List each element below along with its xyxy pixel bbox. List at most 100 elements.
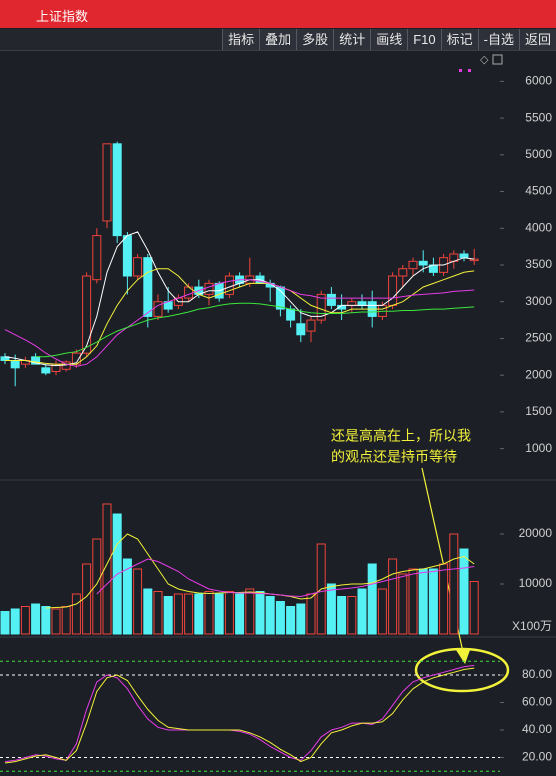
- volume-bar: [337, 596, 347, 635]
- candle-body: [398, 268, 408, 277]
- toolbar-button[interactable]: 指标: [222, 29, 260, 50]
- line: [96, 558, 475, 598]
- volume-bar: [51, 608, 61, 635]
- candle-body: [286, 308, 296, 321]
- volume-bar: [326, 583, 336, 635]
- candle-body: [112, 143, 122, 237]
- candle-body: [92, 235, 102, 281]
- title: 上证指数: [36, 9, 89, 24]
- toolbar-button[interactable]: 统计: [333, 29, 371, 50]
- volume-bar: [469, 581, 479, 635]
- volume-bar: [173, 593, 183, 635]
- toolbar-button[interactable]: 标记: [440, 29, 478, 50]
- icon: [492, 54, 503, 65]
- volume-bar: [275, 601, 285, 635]
- icon: [459, 69, 462, 72]
- volume-bar: [0, 611, 10, 635]
- volume-bar: [439, 563, 449, 635]
- toolbar-button[interactable]: 画线: [370, 29, 408, 50]
- volume-bar: [10, 608, 20, 635]
- toolbar-button[interactable]: 返回: [518, 29, 556, 50]
- unit-label: X100万: [512, 619, 552, 633]
- volume-bar: [398, 573, 408, 635]
- volume-bar: [347, 596, 357, 635]
- candle-body: [296, 323, 306, 336]
- volume-bar: [306, 593, 316, 635]
- volume-bar: [41, 606, 51, 635]
- y-tick-label: 6000: [525, 74, 552, 88]
- volume-bar: [428, 568, 438, 635]
- volume-bar: [235, 593, 245, 635]
- candle-body: [408, 260, 418, 270]
- y-tick-label: 2500: [525, 331, 552, 345]
- volume-bar: [133, 568, 143, 635]
- y-tick-label: 80.00: [522, 667, 552, 681]
- volume-bar: [418, 568, 428, 635]
- candle-body: [204, 282, 214, 295]
- volume-bar: [153, 591, 163, 635]
- candle-body: [10, 359, 20, 369]
- y-tick-label: 3000: [525, 294, 552, 308]
- volume-bar: [367, 563, 377, 635]
- candle-body: [469, 258, 479, 262]
- volume-bar: [388, 558, 398, 635]
- candle-body: [347, 301, 357, 306]
- volume-bar: [204, 591, 214, 635]
- line: [5, 268, 475, 365]
- volume-bar: [71, 593, 81, 635]
- y-tick-label: 20000: [519, 526, 553, 540]
- y-tick-label: 4500: [525, 184, 552, 198]
- y-tick-label: 4000: [525, 220, 552, 234]
- volume-bar: [265, 596, 275, 635]
- line: [4, 667, 475, 764]
- volume-bar: [184, 593, 194, 635]
- candle-body: [306, 319, 316, 332]
- candle-body: [326, 293, 336, 306]
- volume-bar: [61, 606, 71, 635]
- volume-bar: [31, 603, 41, 635]
- toolbar-button[interactable]: 叠加: [259, 29, 297, 50]
- candle-body: [388, 275, 398, 306]
- icon: ◇: [480, 54, 489, 66]
- y-tick-label: 3500: [525, 257, 552, 271]
- toolbar-button[interactable]: 多股: [296, 29, 334, 50]
- volume-bar: [214, 593, 224, 635]
- volume-bar: [245, 588, 255, 635]
- candle-body: [133, 257, 143, 277]
- y-tick-label: 10000: [519, 576, 553, 590]
- volume-bar: [255, 591, 265, 635]
- line: [4, 279, 475, 367]
- y-tick-label: 1000: [525, 441, 552, 455]
- annotation-ellipse: [414, 647, 510, 693]
- icon: [468, 69, 471, 72]
- candle-body: [102, 143, 112, 222]
- candle-body: [459, 253, 469, 259]
- line: [4, 664, 475, 763]
- candle-body: [418, 260, 428, 266]
- candle-body: [143, 257, 153, 317]
- annotation: 的观点还是持币等待: [331, 449, 457, 465]
- annotation: 还是高高在上，所以我: [331, 428, 471, 444]
- line: [4, 231, 475, 367]
- y-tick-label: 2000: [525, 367, 552, 381]
- volume-bar: [92, 538, 102, 635]
- candle-body: [357, 301, 367, 306]
- toolbar-button[interactable]: F10: [407, 29, 441, 50]
- volume-bar: [377, 588, 387, 635]
- volume-bar: [224, 591, 234, 635]
- candle-body: [153, 301, 163, 317]
- annotation-arrowhead: [456, 650, 470, 664]
- volume-bar: [296, 603, 306, 635]
- toolbar-buttons: 指标 叠加 多股 统计 画线 F10 标记 -自选 返回: [222, 29, 556, 50]
- volume-bar: [459, 548, 469, 635]
- volume-bar: [143, 588, 153, 635]
- volume-bar: [20, 606, 30, 635]
- line: [35, 302, 475, 358]
- y-tick-label: 40.00: [522, 722, 552, 736]
- y-tick-label: 20.00: [522, 750, 552, 764]
- toolbar-button[interactable]: -自选: [477, 29, 519, 50]
- candle-body: [122, 235, 132, 277]
- volume-bar: [286, 606, 296, 635]
